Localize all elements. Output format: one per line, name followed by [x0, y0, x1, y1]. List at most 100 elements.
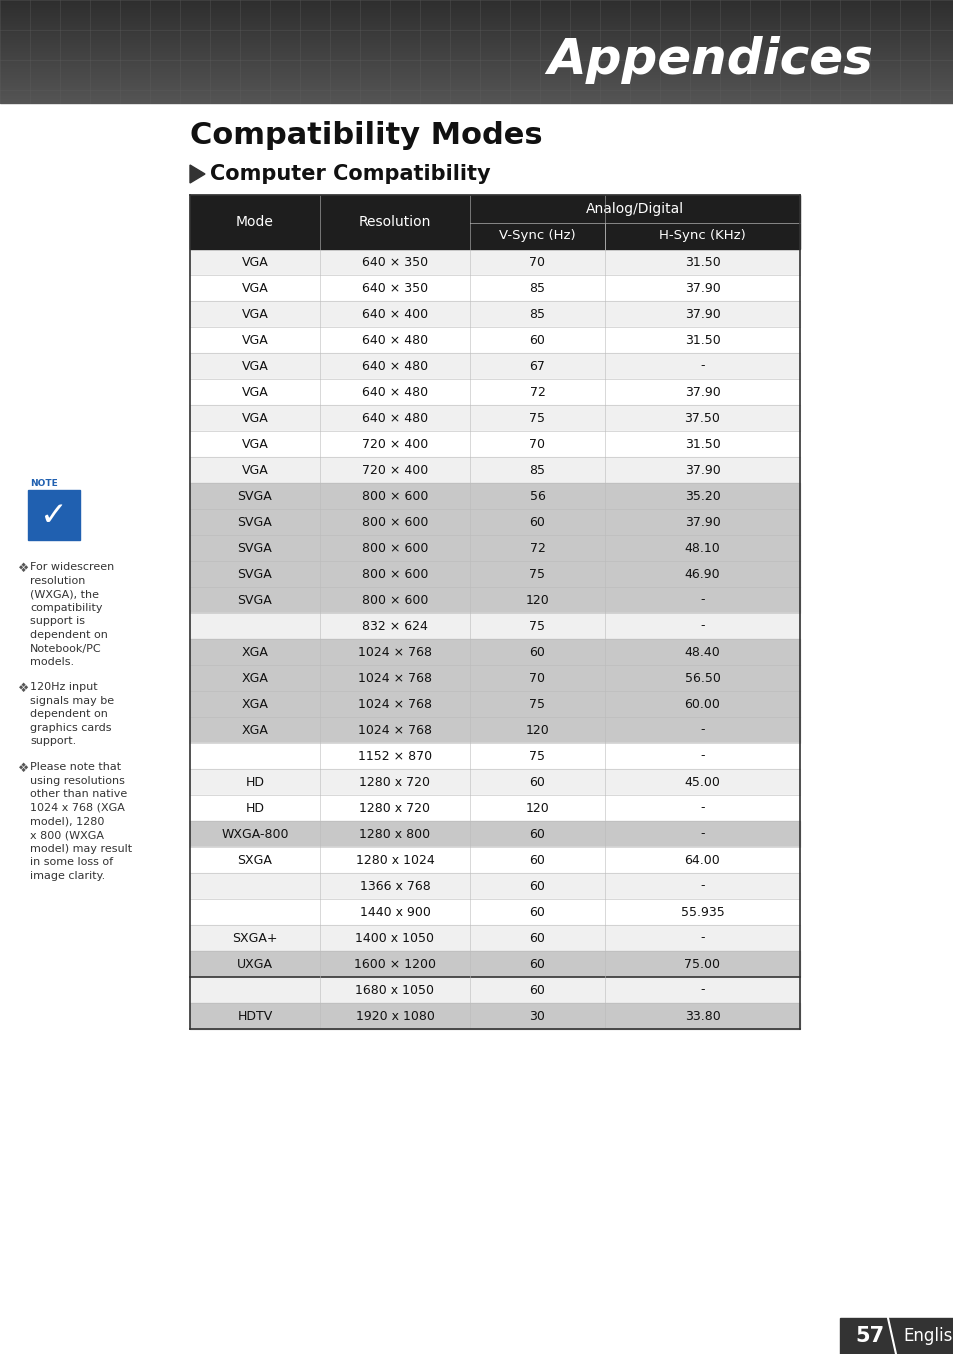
Text: 1152 × 870: 1152 × 870 [357, 750, 432, 762]
Text: 45.00: 45.00 [684, 776, 720, 788]
Text: 1024 × 768: 1024 × 768 [357, 697, 432, 711]
Text: 640 × 480: 640 × 480 [361, 386, 428, 398]
Bar [190, 379, 800, 405]
Text: 75: 75 [529, 620, 545, 632]
Bar [190, 718, 800, 743]
Text: 1024 × 768: 1024 × 768 [357, 723, 432, 737]
Text: Computer Compatibility: Computer Compatibility [210, 164, 490, 184]
Text: VGA: VGA [241, 282, 268, 295]
Text: VGA: VGA [241, 386, 268, 398]
Text: 56.50: 56.50 [684, 672, 720, 685]
Text: 37.90: 37.90 [684, 307, 720, 321]
Text: H-Sync (KHz): H-Sync (KHz) [659, 229, 745, 242]
Text: XGA: XGA [241, 672, 268, 685]
Text: 1280 x 800: 1280 x 800 [359, 827, 430, 841]
Text: VGA: VGA [241, 360, 268, 372]
Text: HD: HD [245, 776, 264, 788]
Text: 75: 75 [529, 697, 545, 711]
Bar [190, 535, 800, 561]
Bar [190, 275, 800, 301]
Text: 640 × 350: 640 × 350 [361, 256, 428, 268]
Text: 120: 120 [525, 593, 549, 607]
Text: Appendices: Appendices [546, 37, 872, 84]
Text: HDTV: HDTV [237, 1010, 273, 1022]
Text: 1024 × 768: 1024 × 768 [357, 646, 432, 658]
Bar [190, 899, 800, 925]
Text: VGA: VGA [241, 256, 268, 268]
Bar [190, 561, 800, 588]
Text: 120: 120 [525, 802, 549, 815]
Text: 31.50: 31.50 [684, 333, 720, 347]
Bar [190, 353, 800, 379]
Text: 800 × 600: 800 × 600 [361, 516, 428, 528]
Text: 35.20: 35.20 [684, 490, 720, 502]
Text: -: - [700, 880, 704, 892]
Text: 72: 72 [529, 542, 545, 555]
Text: 37.90: 37.90 [684, 463, 720, 477]
Text: 640 × 400: 640 × 400 [361, 307, 428, 321]
Text: VGA: VGA [241, 307, 268, 321]
Text: 800 × 600: 800 × 600 [361, 490, 428, 502]
Text: 72: 72 [529, 386, 545, 398]
Bar [190, 951, 800, 978]
Bar [190, 405, 800, 431]
Text: -: - [700, 750, 704, 762]
Text: 1680 x 1050: 1680 x 1050 [355, 983, 434, 997]
Text: 60: 60 [529, 516, 545, 528]
Text: SVGA: SVGA [237, 516, 273, 528]
Text: 1920 x 1080: 1920 x 1080 [355, 1010, 434, 1022]
Text: XGA: XGA [241, 646, 268, 658]
Text: 60: 60 [529, 906, 545, 918]
Bar [190, 588, 800, 613]
Bar [190, 613, 800, 639]
Bar [190, 743, 800, 769]
Text: 75: 75 [529, 750, 545, 762]
Text: -: - [700, 620, 704, 632]
Text: 56: 56 [529, 490, 545, 502]
Text: 67: 67 [529, 360, 545, 372]
Text: SXGA: SXGA [237, 853, 273, 867]
Bar [190, 301, 800, 328]
Text: English: English [902, 1327, 953, 1345]
Text: VGA: VGA [241, 333, 268, 347]
Text: SVGA: SVGA [237, 567, 273, 581]
Text: 70: 70 [529, 672, 545, 685]
Text: 1440 x 900: 1440 x 900 [359, 906, 430, 918]
Text: 1366 x 768: 1366 x 768 [359, 880, 430, 892]
Bar [190, 431, 800, 458]
Bar [190, 848, 800, 873]
Text: 31.50: 31.50 [684, 437, 720, 451]
Text: 800 × 600: 800 × 600 [361, 567, 428, 581]
Text: 64.00: 64.00 [684, 853, 720, 867]
Text: 46.90: 46.90 [684, 567, 720, 581]
Text: -: - [700, 593, 704, 607]
Text: ❖: ❖ [18, 682, 30, 695]
Text: 1280 x 720: 1280 x 720 [359, 802, 430, 815]
Text: 70: 70 [529, 437, 545, 451]
Text: 85: 85 [529, 282, 545, 295]
Bar [190, 873, 800, 899]
Text: XGA: XGA [241, 723, 268, 737]
Bar [190, 1003, 800, 1029]
Text: VGA: VGA [241, 412, 268, 425]
Text: UXGA: UXGA [236, 957, 273, 971]
Bar [190, 925, 800, 951]
Text: -: - [700, 360, 704, 372]
Text: -: - [700, 723, 704, 737]
Text: For widescreen
resolution
(WXGA), the
compatibility
support is
dependent on
Note: For widescreen resolution (WXGA), the co… [30, 562, 114, 668]
Text: 57: 57 [855, 1326, 883, 1346]
Text: Mode: Mode [235, 215, 274, 229]
Text: 37.90: 37.90 [684, 386, 720, 398]
Text: 640 × 480: 640 × 480 [361, 360, 428, 372]
Bar [28, 490, 80, 540]
Text: Please note that
using resolutions
other than native
1024 x 768 (XGA
model), 128: Please note that using resolutions other… [30, 762, 132, 881]
Text: 120Hz input
signals may be
dependent on
graphics cards
support.: 120Hz input signals may be dependent on … [30, 682, 114, 746]
Text: 800 × 600: 800 × 600 [361, 593, 428, 607]
Text: 60: 60 [529, 983, 545, 997]
Text: 60: 60 [529, 646, 545, 658]
Text: 640 × 480: 640 × 480 [361, 412, 428, 425]
Text: 832 × 624: 832 × 624 [362, 620, 428, 632]
Text: 1280 x 1024: 1280 x 1024 [355, 853, 434, 867]
Text: 1280 x 720: 1280 x 720 [359, 776, 430, 788]
Text: 48.40: 48.40 [684, 646, 720, 658]
